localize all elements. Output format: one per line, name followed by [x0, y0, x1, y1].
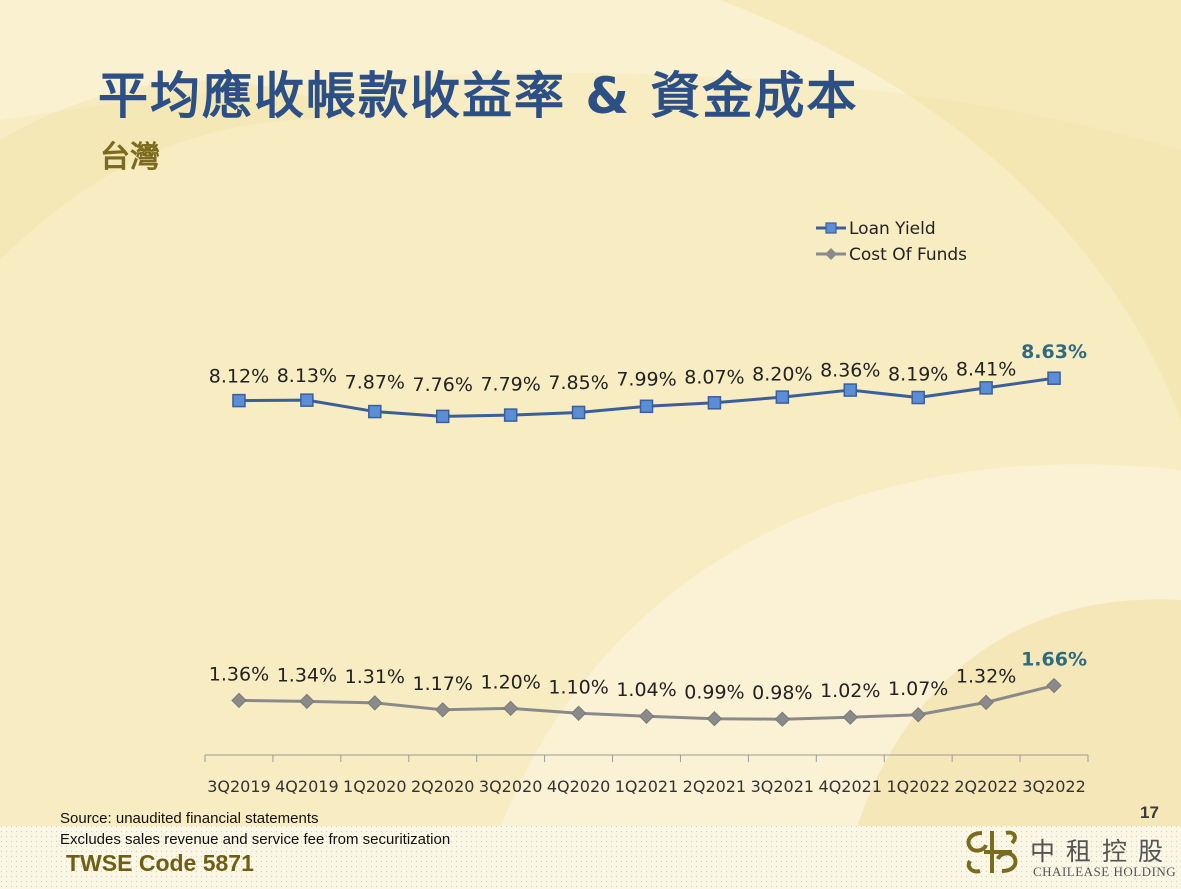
x-tick-label: 4Q2021	[819, 777, 883, 796]
loan-yield-point	[571, 405, 586, 420]
cost-of-funds-data-label: 1.66%	[1021, 649, 1087, 671]
cost-of-funds-data-label: 0.98%	[752, 682, 812, 704]
loan-yield-data-label: 7.79%	[480, 373, 540, 395]
loan-yield-point	[1047, 371, 1061, 385]
loan-yield-data-label: 8.13%	[277, 365, 337, 387]
cost-of-funds-point	[570, 705, 587, 721]
loan-yield-point	[368, 404, 382, 419]
legend-marker	[825, 222, 837, 234]
logo-chinese-name: 中租控股	[1030, 837, 1175, 866]
loan-yield-point	[775, 390, 790, 404]
cost-of-funds-data-label: 1.07%	[888, 678, 948, 700]
cost-of-funds-data-label: 1.10%	[548, 676, 608, 698]
cost-of-funds-data-label: 1.04%	[616, 679, 676, 701]
page-number: 17	[1140, 803, 1159, 822]
loan-yield-point	[503, 408, 518, 422]
page-title: 平均應收帳款收益率 & 資金成本	[98, 67, 859, 125]
loan-yield-data-label: 8.41%	[956, 358, 1016, 380]
cost-of-funds-data-label: 1.20%	[480, 671, 540, 693]
cost-of-funds-data-label: 1.32%	[956, 665, 1016, 687]
legend-marker	[825, 248, 837, 260]
legend-label: Cost Of Funds	[849, 245, 967, 265]
loan-yield-point	[232, 393, 246, 408]
loan-yield-data-label: 7.85%	[548, 372, 608, 394]
x-tick-label: 2Q2020	[411, 777, 475, 796]
loan-yield-data-label: 8.19%	[888, 364, 948, 386]
cost-of-funds-data-label: 1.17%	[413, 673, 473, 695]
cost-of-funds-point	[638, 708, 655, 724]
cost-of-funds-point	[774, 711, 791, 727]
loan-yield-point	[707, 396, 722, 410]
x-tick-label: 3Q2022	[1022, 777, 1086, 796]
loan-yield-point	[843, 383, 858, 397]
cost-of-funds-point	[367, 695, 383, 711]
x-tick-label: 4Q2020	[547, 777, 611, 796]
legend-label: Loan Yield	[849, 219, 936, 239]
loan-yield-point	[911, 390, 925, 405]
cost-of-funds-data-label: 0.99%	[684, 682, 744, 704]
exclusion-note: Excludes sales revenue and service fee f…	[60, 831, 451, 848]
loan-yield-data-label: 8.63%	[1021, 341, 1087, 363]
loan-yield-data-label: 8.20%	[752, 363, 812, 385]
x-tick-label: 3Q2020	[479, 777, 543, 796]
loan-yield-data-label: 8.36%	[820, 360, 880, 382]
loan-yield-point	[300, 393, 314, 407]
chailease-logo-icon	[966, 830, 1018, 874]
loan-yield-point	[979, 381, 993, 395]
cost-of-funds-point	[435, 702, 451, 718]
cost-of-funds-data-label: 1.34%	[277, 664, 337, 686]
cost-of-funds-point	[1046, 677, 1062, 694]
loan-yield-point	[435, 409, 450, 424]
cost-of-funds-point	[978, 694, 994, 711]
cost-of-funds-point	[842, 709, 858, 725]
cost-of-funds-point	[910, 707, 926, 723]
x-tick-label: 1Q2022	[886, 777, 950, 796]
cost-of-funds-data-label: 1.36%	[209, 663, 269, 685]
cost-of-funds-point	[231, 692, 247, 709]
loan-yield-data-label: 8.07%	[684, 367, 744, 389]
cost-of-funds-point	[299, 693, 315, 710]
cost-of-funds-point	[502, 700, 519, 717]
cost-of-funds-point	[706, 711, 723, 727]
twse-code: TWSE Code 5871	[66, 850, 254, 876]
loan-yield-data-label: 7.76%	[413, 374, 473, 396]
loan-yield-data-label: 8.12%	[209, 365, 269, 387]
x-tick-label: 3Q2021	[751, 777, 815, 796]
logo-english-name: CHAILEASE HOLDING	[1033, 864, 1177, 879]
page-subtitle: 台灣	[100, 140, 160, 175]
x-tick-label: 2Q2022	[954, 777, 1018, 796]
loan-yield-point	[639, 399, 654, 414]
x-tick-label: 1Q2021	[615, 777, 679, 796]
x-tick-label: 3Q2019	[207, 777, 271, 796]
x-tick-label: 1Q2020	[343, 777, 407, 796]
x-tick-label: 2Q2021	[683, 777, 747, 796]
cost-of-funds-data-label: 1.02%	[820, 680, 880, 702]
loan-yield-data-label: 7.87%	[345, 371, 405, 393]
source-note: Source: unaudited financial statements	[60, 810, 319, 827]
loan-yield-data-label: 7.99%	[616, 368, 676, 390]
x-tick-label: 4Q2019	[275, 777, 339, 796]
cost-of-funds-data-label: 1.31%	[345, 666, 405, 688]
